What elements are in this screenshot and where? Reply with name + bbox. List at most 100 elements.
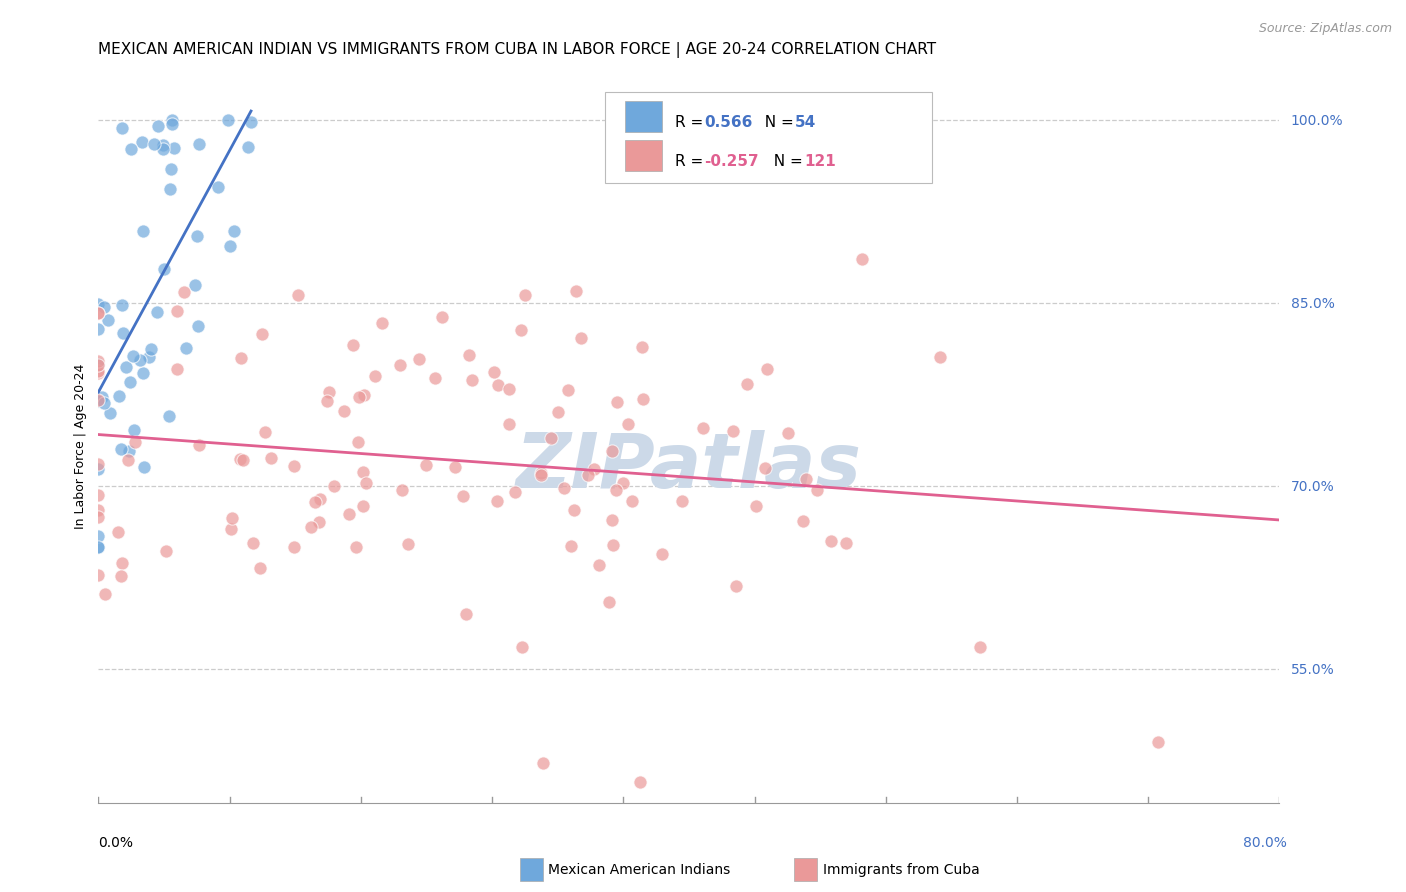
Point [628,775,651,789]
Point [388,359,411,373]
Point [602,537,624,551]
Point [184,278,207,293]
Point [415,458,437,472]
Point [969,640,991,655]
Text: Immigrants from Cuba: Immigrants from Cuba [823,863,979,877]
Point [87,358,110,372]
Point [111,557,134,571]
Point [207,180,229,194]
Point [173,285,195,299]
Point [754,460,776,475]
Point [157,409,180,423]
Point [87,358,110,372]
Point [152,142,174,156]
Point [745,500,768,514]
Text: 54: 54 [796,115,817,130]
Point [484,366,506,380]
Point [87,306,110,320]
Point [315,394,337,409]
Point [134,460,156,475]
Point [87,462,110,476]
Point [485,494,508,508]
Point [806,483,828,498]
Point [249,560,271,574]
Point [186,229,208,244]
Point [142,137,165,152]
Point [166,362,188,376]
Point [486,378,509,392]
Point [122,349,145,363]
Point [111,298,134,312]
Point [792,514,814,528]
Point [97,313,120,327]
Point [547,405,569,419]
Point [100,406,122,420]
Point [287,287,309,301]
Point [138,350,160,364]
Text: -0.257: -0.257 [704,154,759,169]
Point [131,366,153,380]
Text: Source: ZipAtlas.com: Source: ZipAtlas.com [1258,22,1392,36]
Point [188,136,211,151]
Point [560,539,582,553]
Point [87,568,110,582]
Point [87,457,110,471]
Text: 0.566: 0.566 [704,115,752,130]
Point [283,540,305,554]
Point [530,468,553,483]
Point [498,382,520,396]
Point [107,524,129,539]
Text: 0.0%: 0.0% [98,836,134,850]
Point [87,353,110,368]
Point [1146,735,1168,749]
Point [146,119,169,133]
Point [304,495,326,509]
Point [778,425,800,440]
Point [600,513,623,527]
Point [87,540,110,554]
Point [152,261,174,276]
Point [451,489,474,503]
Point [756,362,779,376]
Point [498,417,520,432]
Point [606,395,628,409]
Point [187,319,209,334]
Text: MEXICAN AMERICAN INDIAN VS IMMIGRANTS FROM CUBA IN LABOR FORCE | AGE 20-24 CORRE: MEXICAN AMERICAN INDIAN VS IMMIGRANTS FR… [98,42,936,58]
Point [620,493,643,508]
Point [87,306,110,320]
Point [612,476,634,491]
Point [308,515,330,529]
Point [110,442,132,456]
Point [834,536,856,550]
Point [87,529,110,543]
Point [87,488,110,502]
Point [87,366,110,380]
Point [87,364,110,378]
Point [509,323,531,337]
Point [337,507,360,521]
Point [794,472,817,486]
Point [222,224,245,238]
Point [160,112,183,127]
Point [617,417,640,431]
Point [219,239,242,253]
Point [87,540,110,554]
Point [129,352,152,367]
Point [333,403,356,417]
Point [254,425,277,439]
Point [344,540,367,554]
Point [692,421,714,435]
Point [929,350,952,364]
Point [166,304,188,318]
Point [219,522,242,536]
Point [240,115,263,129]
Point [425,371,447,385]
Point [342,338,364,352]
Point [221,511,243,525]
Point [458,348,481,362]
Point [174,341,197,355]
Point [671,493,693,508]
Point [540,431,562,445]
Point [724,579,747,593]
Point [231,351,253,365]
